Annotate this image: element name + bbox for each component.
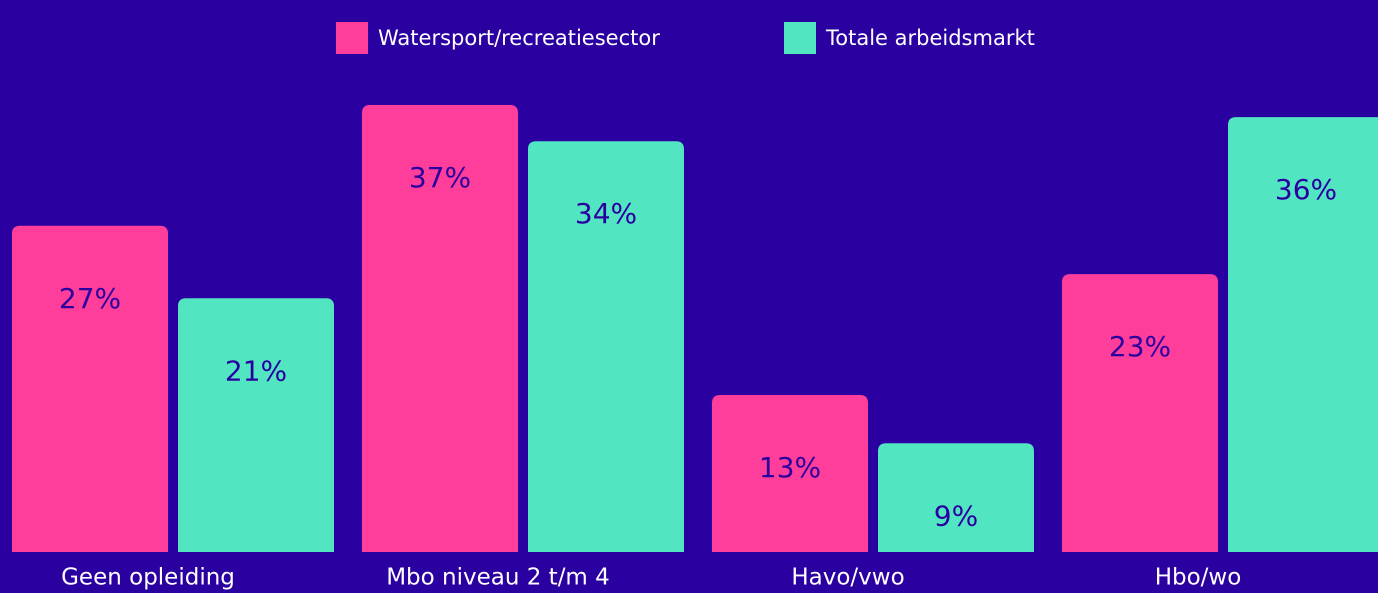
- legend-swatch: [336, 22, 368, 54]
- value-label: 9%: [934, 499, 978, 532]
- value-label: 37%: [409, 161, 471, 194]
- x-tick-label: Geen opleiding: [61, 565, 235, 591]
- legend-swatch: [784, 22, 816, 54]
- bar: [1228, 117, 1378, 552]
- x-tick-label: Hbo/wo: [1155, 565, 1242, 591]
- bar: [12, 225, 168, 553]
- bar: [878, 443, 1034, 552]
- value-label: 27%: [59, 282, 121, 315]
- bar: [712, 394, 868, 552]
- legend-label: Totale arbeidsmarkt: [825, 26, 1035, 50]
- x-tick-label: Mbo niveau 2 t/m 4: [386, 565, 610, 591]
- value-label: 21%: [225, 354, 287, 387]
- bar: [362, 105, 518, 552]
- bar: [1062, 274, 1218, 552]
- value-label: 13%: [759, 451, 821, 484]
- bar: [528, 141, 684, 553]
- bar: [178, 298, 334, 552]
- value-label: 34%: [575, 197, 637, 230]
- legend-label: Watersport/recreatiesector: [378, 26, 660, 50]
- value-label: 36%: [1275, 173, 1337, 206]
- x-tick-label: Havo/vwo: [791, 565, 904, 591]
- value-label: 23%: [1109, 330, 1171, 363]
